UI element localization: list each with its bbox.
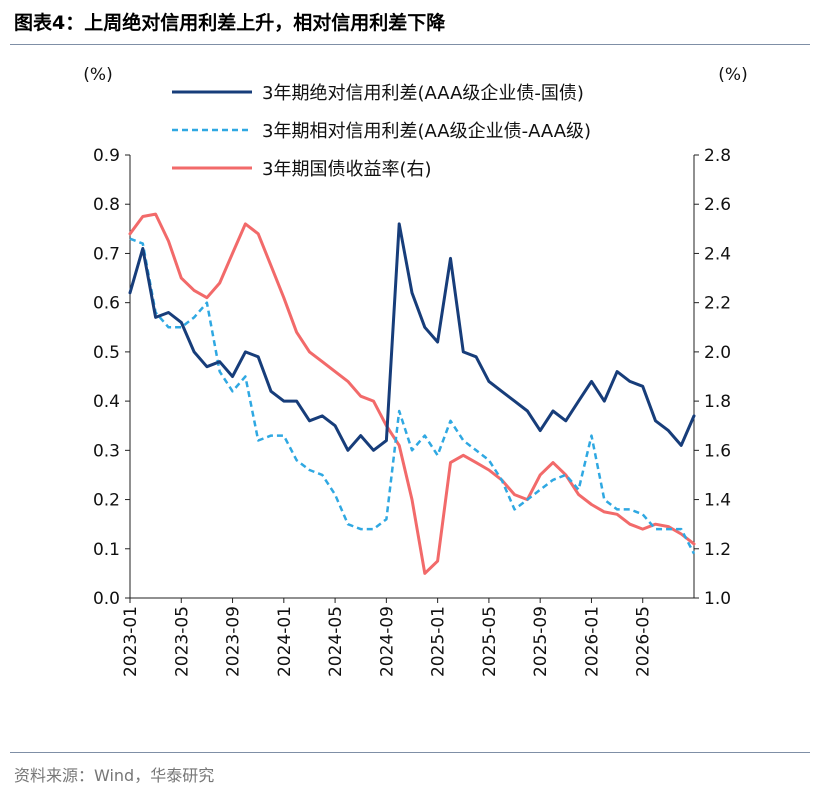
x-tick-label: 2023-05 — [172, 606, 192, 677]
left-tick-label: 0.6 — [93, 294, 120, 314]
right-tick-label: 2.8 — [704, 146, 731, 166]
left-tick-label: 0.1 — [93, 540, 120, 560]
left-tick-label: 0.0 — [93, 589, 120, 609]
right-tick-label: 2.2 — [704, 294, 731, 314]
left-axis-unit: (%) — [83, 65, 112, 85]
right-tick-label: 2.6 — [704, 195, 731, 215]
x-tick-label: 2025-09 — [531, 606, 551, 677]
right-tick-label: 1.4 — [704, 491, 731, 511]
chart-title: 图表4：上周绝对信用利差上升，相对信用利差下降 — [14, 12, 446, 34]
axes: 0.0 0.1 0.2 0.3 0.4 0.5 0.6 0.7 0.8 0.9 1.0 1.2 1.4 1… — [83, 65, 747, 677]
left-tick-label: 0.3 — [93, 441, 120, 461]
x-tick-label: 2024-09 — [377, 606, 397, 677]
legend-label-2: 3年期相对信用利差(AA级企业债-AAA级) — [262, 121, 591, 142]
title-divider — [10, 44, 810, 45]
left-tick-label: 0.9 — [93, 146, 120, 166]
left-tick-label: 0.4 — [93, 392, 120, 412]
x-tick-label: 2026-05 — [634, 606, 654, 677]
right-tick-label: 1.0 — [704, 589, 731, 609]
series-line-2 — [129, 237, 696, 555]
legend-label-3: 3年期国债收益率(右) — [262, 159, 432, 180]
legend: 3年期绝对信用利差(AAA级企业债-国债) 3年期相对信用利差(AA级企业债-AA… — [172, 83, 591, 180]
series-line-1 — [128, 222, 696, 452]
left-tick-label: 0.8 — [93, 195, 120, 215]
x-tick-label: 2025-01 — [429, 606, 449, 677]
left-tick-label: 0.2 — [93, 491, 120, 511]
right-tick-label: 1.2 — [704, 540, 731, 560]
source-note: 资料来源：Wind，华泰研究 — [14, 766, 215, 785]
x-tick-label: 2026-01 — [582, 606, 602, 677]
right-tick-label: 1.6 — [704, 441, 731, 461]
series-line-3 — [128, 212, 696, 575]
line-chart: 0.0 0.1 0.2 0.3 0.4 0.5 0.6 0.7 0.8 0.9 1.0 1.2 1.4 1… — [83, 65, 747, 677]
left-tick-label: 0.5 — [93, 343, 120, 363]
x-tick-label: 2023-01 — [121, 606, 141, 677]
series-layer — [128, 212, 696, 575]
x-tick-label: 2023-09 — [224, 606, 244, 677]
legend-label-1: 3年期绝对信用利差(AAA级企业债-国债) — [262, 83, 584, 104]
x-tick-label: 2024-01 — [275, 606, 295, 677]
right-tick-label: 2.4 — [704, 244, 731, 264]
footer-divider — [10, 752, 810, 753]
x-tick-label: 2025-05 — [480, 606, 500, 677]
left-tick-label: 0.7 — [93, 244, 120, 264]
right-tick-label: 2.0 — [704, 343, 731, 363]
right-axis-unit: (%) — [718, 65, 747, 85]
right-tick-label: 1.8 — [704, 392, 731, 412]
x-tick-label: 2024-05 — [326, 606, 346, 677]
